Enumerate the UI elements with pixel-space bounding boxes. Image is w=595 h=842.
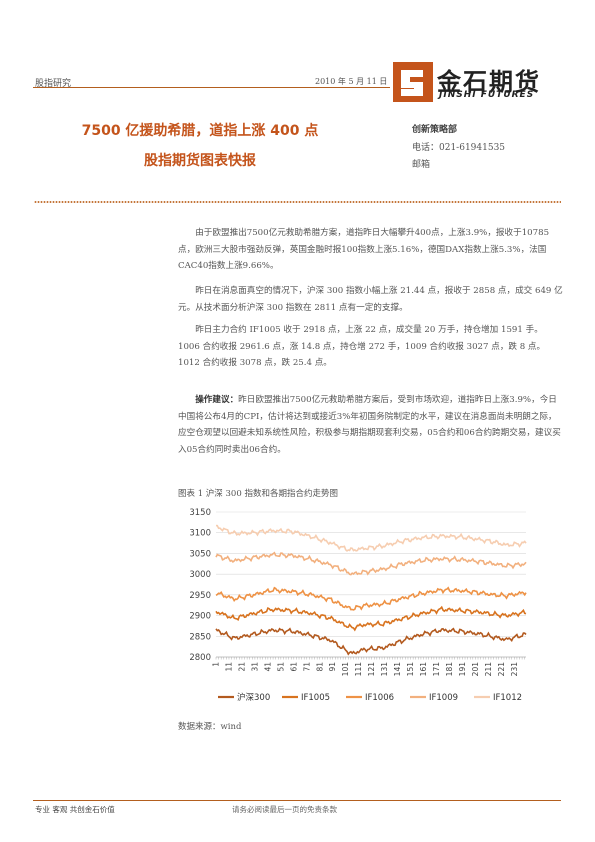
legend-label: IF1012 [493,693,522,703]
x-tick-label: 131 [380,662,389,677]
contact-phone: 电话：021-61941535 [412,143,506,153]
report-category: 股指研究 [35,79,72,89]
paragraph-contract-summary: 昨日主力合约 IF1005 收于 2918 点，上涨 22 点，成交量 20 万… [178,325,546,368]
contact-email: 邮箱 [412,160,431,170]
data-source: 数据来源：wind [178,722,242,732]
footer-disclaimer: 请务必阅读最后一页的免责条款 [232,805,337,814]
y-tick-label: 2900 [189,612,211,622]
header-divider [33,87,390,88]
x-tick-label: 121 [367,662,376,677]
legend-label: IF1009 [429,693,458,703]
x-tick-label: 191 [458,662,467,677]
legend-label: IF1006 [365,693,394,703]
x-tick-label: 81 [315,662,324,672]
company-logo: 金石期货 JINSHI FUTURES [393,60,563,104]
series-line [215,605,527,632]
x-tick-label: 11 [224,662,233,672]
x-tick-label: 111 [354,662,363,677]
legend-label: 沪深300 [237,692,270,703]
paragraph-index-summary: 昨日在消息面真空的情况下，沪深 300 指数小幅上涨 21.44 点，报收于 2… [178,286,563,313]
x-tick-label: 171 [432,662,441,677]
series-line [215,586,527,611]
x-tick-label: 231 [510,662,519,677]
y-tick-label: 3150 [189,508,211,518]
advice-text: 昨日欧盟推出7500亿元救助希腊方案后，受到市场欢迎，道指昨日上涨3.9%，今日… [178,395,561,455]
footer-divider [33,800,561,801]
y-tick-label: 3050 [189,549,211,559]
series-line [215,524,527,552]
report-title: 7500 亿援助希腊，道指上涨 400 点 [81,123,319,139]
report-date: 2010 年 5 月 11 日 [315,77,388,86]
x-tick-label: 141 [393,662,402,677]
logo-english-name: JINSHI FUTURES [439,90,535,100]
paragraph-operation-advice: 操作建议：昨日欧盟推出7500亿元救助希腊方案后，受到市场欢迎，道指昨日上涨3.… [178,392,563,458]
x-tick-label: 61 [289,662,298,672]
jinshi-logo-icon [393,62,433,102]
x-tick-label: 51 [276,662,285,672]
x-tick-label: 181 [445,662,454,677]
department-name: 创新策略部 [412,125,458,135]
y-tick-label: 2950 [189,591,211,601]
x-tick-label: 1 [212,662,221,667]
report-subtitle: 股指期货图表快报 [144,153,256,169]
advice-label: 操作建议： [195,395,239,405]
logo-chinese-name: 金石期货 [437,68,541,96]
y-tick-label: 2800 [189,653,211,663]
x-tick-label: 71 [302,662,311,672]
x-tick-label: 21 [237,662,246,672]
x-tick-label: 201 [471,662,480,677]
x-tick-label: 211 [484,662,493,677]
figure-caption: 图表 1 沪深 300 指数和各期指合约走势图 [178,489,338,499]
x-tick-label: 221 [497,662,506,677]
dotted-divider [34,200,561,204]
y-tick-label: 2850 [189,632,211,642]
y-tick-label: 3000 [189,570,211,580]
footer-slogan: 专业 客观 共创金石价值 [35,805,115,814]
y-tick-label: 3100 [189,529,211,539]
x-tick-label: 31 [250,662,259,672]
x-tick-label: 41 [263,662,272,672]
x-tick-label: 161 [419,662,428,677]
x-tick-label: 151 [406,662,415,677]
x-tick-label: 91 [328,662,337,672]
x-tick-label: 101 [341,662,350,677]
paragraph-market-overview: 由于欧盟推出7500亿元救助希腊方案，道指昨日大幅攀升400点，上涨3.9%，报… [178,228,550,271]
legend-label: IF1005 [301,693,330,703]
series-line [215,551,527,576]
series-line [215,627,527,656]
